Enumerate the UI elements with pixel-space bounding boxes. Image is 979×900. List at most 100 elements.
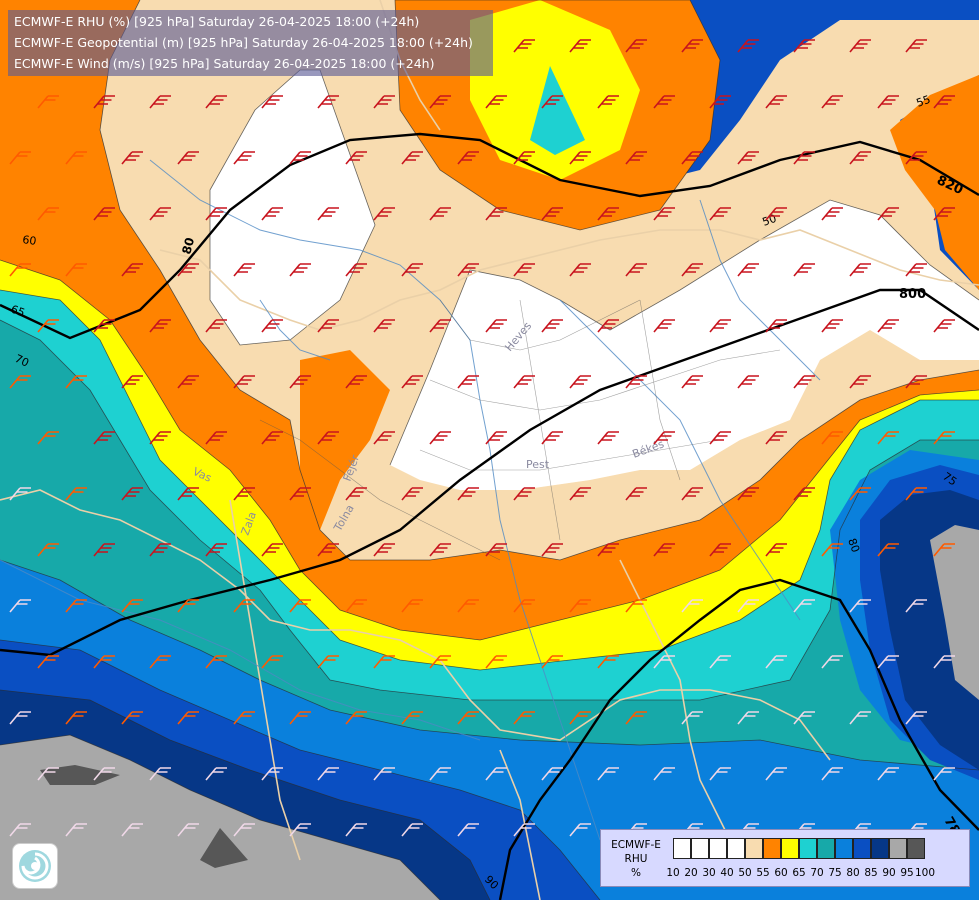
wind-barb [485,431,507,445]
wind-barb [65,823,87,837]
wind-barb [793,375,815,389]
wind-barb [793,151,815,165]
wind-barb [485,95,507,109]
wind-barb [709,767,731,781]
wind-barb [569,823,591,837]
legend-swatch [799,838,817,859]
wind-barb [821,95,843,109]
wind-barb [653,543,675,557]
wind-barb [205,319,227,333]
wind-barb [765,655,787,669]
wind-barb [289,263,311,277]
wind-barb [457,823,479,837]
wind-barb [737,487,759,501]
wind-barb [709,431,731,445]
wind-barb [485,207,507,221]
wind-barb [765,95,787,109]
rh-90-95-area-east [930,525,979,700]
wind-barb [653,95,675,109]
wind-barb [261,655,283,669]
wind-barb [121,711,143,725]
wind-barb [485,543,507,557]
wind-barb [597,431,619,445]
wind-barb [233,711,255,725]
wind-barb [625,599,647,613]
wind-barb [849,487,871,501]
wind-barb [681,263,703,277]
legend-tick: 90 [882,867,896,879]
rh-60-65-area [0,260,979,670]
wind-barb [121,487,143,501]
wind-barb [149,95,171,109]
wind-barb [65,711,87,725]
wind-barb [233,375,255,389]
wind-barb [233,599,255,613]
wind-barb [625,151,647,165]
legend-swatch [835,838,853,859]
wind-barb [401,711,423,725]
wind-barb [121,151,143,165]
wind-barb [765,207,787,221]
wind-barb [541,207,563,221]
wind-barb [289,823,311,837]
wind-barb [93,431,115,445]
rh-55-60-area-tongue [300,350,390,530]
wind-barb [793,263,815,277]
rhu-legend: ECMWF-E RHU % 10 20 30 40 50 55 60 65 70 75 80 85 90… [600,829,970,887]
wind-barb [625,375,647,389]
wind-barb [401,151,423,165]
wind-barb [457,711,479,725]
wind-barb [569,375,591,389]
wind-barb [457,487,479,501]
wind-barb [233,487,255,501]
wind-barb [457,263,479,277]
county-boundaries [259,299,781,561]
wind-barb [513,599,535,613]
legend-swatch [709,838,727,859]
wind-barb [653,767,675,781]
wind-barb [849,151,871,165]
wind-barb [37,543,59,557]
wind-barb [569,151,591,165]
wind-barb [933,207,955,221]
wind-barb [9,487,31,501]
wind-barb [177,599,199,613]
rh-label-80: 80 [845,537,862,555]
wind-barb [9,151,31,165]
wind-barb [149,431,171,445]
legend-tick: 65 [792,867,806,879]
legend-swatch [817,838,835,859]
wind-barb [289,487,311,501]
wind-barb [429,655,451,669]
wind-barb [681,375,703,389]
wind-barb [65,599,87,613]
wind-barb [709,655,731,669]
wind-barb [317,207,339,221]
wind-barb [709,95,731,109]
place-label-pest: Pest [526,458,550,471]
wind-barb [149,207,171,221]
wind-barb [513,823,535,837]
wind-barb [597,543,619,557]
rh-below-50-area-north [210,70,375,345]
legend-tick: 80 [846,867,860,879]
swirl-logo-icon [19,850,51,882]
wind-barb [9,263,31,277]
wind-barb [345,487,367,501]
legend-tick: 50 [738,867,752,879]
wind-barb [513,39,535,53]
wind-barb [373,319,395,333]
wind-barb [233,263,255,277]
wind-barb [485,767,507,781]
wind-barb [261,319,283,333]
wind-barb [93,207,115,221]
wind-barb [401,599,423,613]
wind-barb [541,543,563,557]
wind-barb [653,207,675,221]
wind-barb [905,263,927,277]
legend-swatch [745,838,763,859]
wind-barb [177,487,199,501]
wind-barb [261,431,283,445]
